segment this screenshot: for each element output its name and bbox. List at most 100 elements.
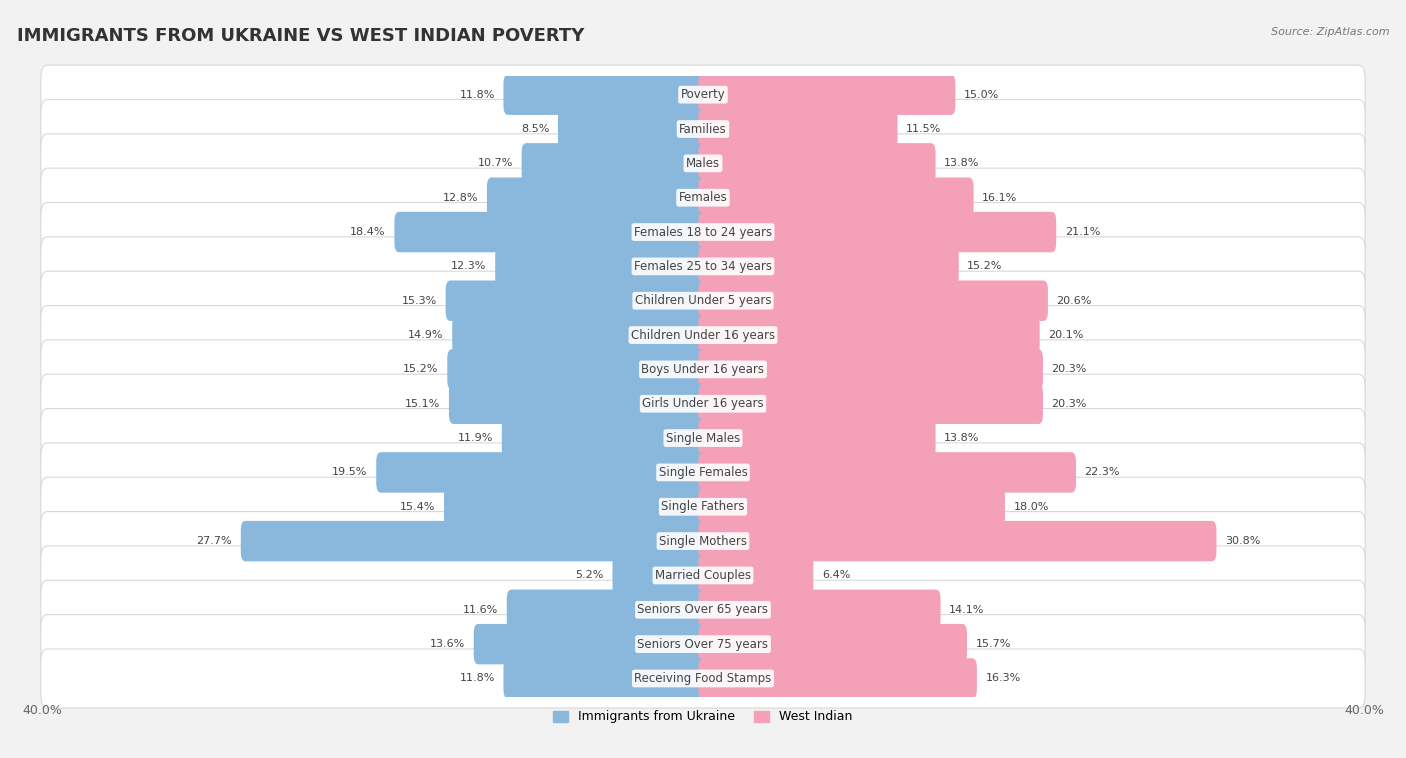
FancyBboxPatch shape	[41, 99, 1365, 158]
FancyBboxPatch shape	[503, 658, 707, 699]
FancyBboxPatch shape	[453, 315, 707, 356]
FancyBboxPatch shape	[41, 546, 1365, 605]
Text: 14.1%: 14.1%	[949, 605, 984, 615]
Text: 12.8%: 12.8%	[443, 193, 478, 202]
Text: 27.7%: 27.7%	[197, 536, 232, 546]
Text: 15.1%: 15.1%	[405, 399, 440, 409]
FancyBboxPatch shape	[699, 211, 1056, 252]
Text: 15.0%: 15.0%	[965, 89, 1000, 100]
FancyBboxPatch shape	[699, 280, 1047, 321]
Text: 14.9%: 14.9%	[408, 330, 444, 340]
FancyBboxPatch shape	[506, 590, 707, 630]
Text: Girls Under 16 years: Girls Under 16 years	[643, 397, 763, 410]
FancyBboxPatch shape	[699, 418, 935, 459]
FancyBboxPatch shape	[613, 555, 707, 596]
FancyBboxPatch shape	[699, 453, 1076, 493]
Text: Seniors Over 65 years: Seniors Over 65 years	[637, 603, 769, 616]
Text: 15.7%: 15.7%	[976, 639, 1011, 649]
FancyBboxPatch shape	[503, 74, 707, 115]
Text: Married Couples: Married Couples	[655, 569, 751, 582]
Text: 5.2%: 5.2%	[575, 571, 605, 581]
Text: 20.6%: 20.6%	[1056, 296, 1092, 305]
Text: Families: Families	[679, 123, 727, 136]
FancyBboxPatch shape	[41, 202, 1365, 262]
FancyBboxPatch shape	[699, 109, 897, 149]
Text: 16.1%: 16.1%	[983, 193, 1018, 202]
Text: 15.4%: 15.4%	[399, 502, 436, 512]
Text: Females 18 to 24 years: Females 18 to 24 years	[634, 226, 772, 239]
FancyBboxPatch shape	[699, 658, 977, 699]
Text: Females 25 to 34 years: Females 25 to 34 years	[634, 260, 772, 273]
Text: Poverty: Poverty	[681, 88, 725, 101]
FancyBboxPatch shape	[41, 65, 1365, 124]
Text: Children Under 16 years: Children Under 16 years	[631, 328, 775, 342]
Text: 12.3%: 12.3%	[451, 262, 486, 271]
Text: 30.8%: 30.8%	[1225, 536, 1260, 546]
Text: Single Males: Single Males	[666, 431, 740, 445]
Text: Single Females: Single Females	[658, 466, 748, 479]
Text: 11.5%: 11.5%	[907, 124, 942, 134]
FancyBboxPatch shape	[699, 487, 1005, 527]
Text: 15.2%: 15.2%	[404, 365, 439, 374]
FancyBboxPatch shape	[699, 521, 1216, 562]
FancyBboxPatch shape	[41, 443, 1365, 502]
Text: 13.8%: 13.8%	[945, 158, 980, 168]
FancyBboxPatch shape	[449, 384, 707, 424]
Text: 15.2%: 15.2%	[967, 262, 1002, 271]
FancyBboxPatch shape	[447, 349, 707, 390]
FancyBboxPatch shape	[699, 143, 935, 183]
Text: Males: Males	[686, 157, 720, 170]
Legend: Immigrants from Ukraine, West Indian: Immigrants from Ukraine, West Indian	[548, 706, 858, 728]
FancyBboxPatch shape	[41, 168, 1365, 227]
Text: Boys Under 16 years: Boys Under 16 years	[641, 363, 765, 376]
Text: 13.6%: 13.6%	[430, 639, 465, 649]
Text: Females: Females	[679, 191, 727, 204]
Text: Single Mothers: Single Mothers	[659, 534, 747, 547]
FancyBboxPatch shape	[486, 177, 707, 218]
FancyBboxPatch shape	[699, 74, 956, 115]
FancyBboxPatch shape	[699, 590, 941, 630]
FancyBboxPatch shape	[522, 143, 707, 183]
Text: 11.8%: 11.8%	[460, 89, 495, 100]
FancyBboxPatch shape	[699, 315, 1039, 356]
FancyBboxPatch shape	[699, 349, 1043, 390]
FancyBboxPatch shape	[446, 280, 707, 321]
FancyBboxPatch shape	[495, 246, 707, 287]
Text: 18.0%: 18.0%	[1014, 502, 1049, 512]
FancyBboxPatch shape	[699, 624, 967, 664]
FancyBboxPatch shape	[474, 624, 707, 664]
Text: Receiving Food Stamps: Receiving Food Stamps	[634, 672, 772, 685]
FancyBboxPatch shape	[41, 615, 1365, 674]
Text: 13.8%: 13.8%	[945, 433, 980, 443]
Text: 22.3%: 22.3%	[1084, 468, 1121, 478]
FancyBboxPatch shape	[699, 555, 813, 596]
FancyBboxPatch shape	[699, 384, 1043, 424]
Text: 11.9%: 11.9%	[458, 433, 494, 443]
Text: 21.1%: 21.1%	[1064, 227, 1099, 237]
FancyBboxPatch shape	[444, 487, 707, 527]
FancyBboxPatch shape	[377, 453, 707, 493]
FancyBboxPatch shape	[41, 236, 1365, 296]
FancyBboxPatch shape	[41, 581, 1365, 639]
FancyBboxPatch shape	[41, 271, 1365, 330]
FancyBboxPatch shape	[41, 340, 1365, 399]
Text: Seniors Over 75 years: Seniors Over 75 years	[637, 637, 769, 650]
FancyBboxPatch shape	[699, 177, 973, 218]
Text: 8.5%: 8.5%	[522, 124, 550, 134]
FancyBboxPatch shape	[41, 374, 1365, 434]
Text: 11.8%: 11.8%	[460, 673, 495, 684]
Text: 16.3%: 16.3%	[986, 673, 1021, 684]
Text: 11.6%: 11.6%	[463, 605, 498, 615]
Text: Single Fathers: Single Fathers	[661, 500, 745, 513]
FancyBboxPatch shape	[41, 478, 1365, 537]
Text: 10.7%: 10.7%	[478, 158, 513, 168]
Text: 20.1%: 20.1%	[1049, 330, 1084, 340]
FancyBboxPatch shape	[41, 409, 1365, 468]
FancyBboxPatch shape	[699, 246, 959, 287]
Text: 15.3%: 15.3%	[402, 296, 437, 305]
FancyBboxPatch shape	[41, 134, 1365, 193]
Text: 20.3%: 20.3%	[1052, 365, 1087, 374]
FancyBboxPatch shape	[395, 211, 707, 252]
FancyBboxPatch shape	[502, 418, 707, 459]
Text: Children Under 5 years: Children Under 5 years	[634, 294, 772, 307]
